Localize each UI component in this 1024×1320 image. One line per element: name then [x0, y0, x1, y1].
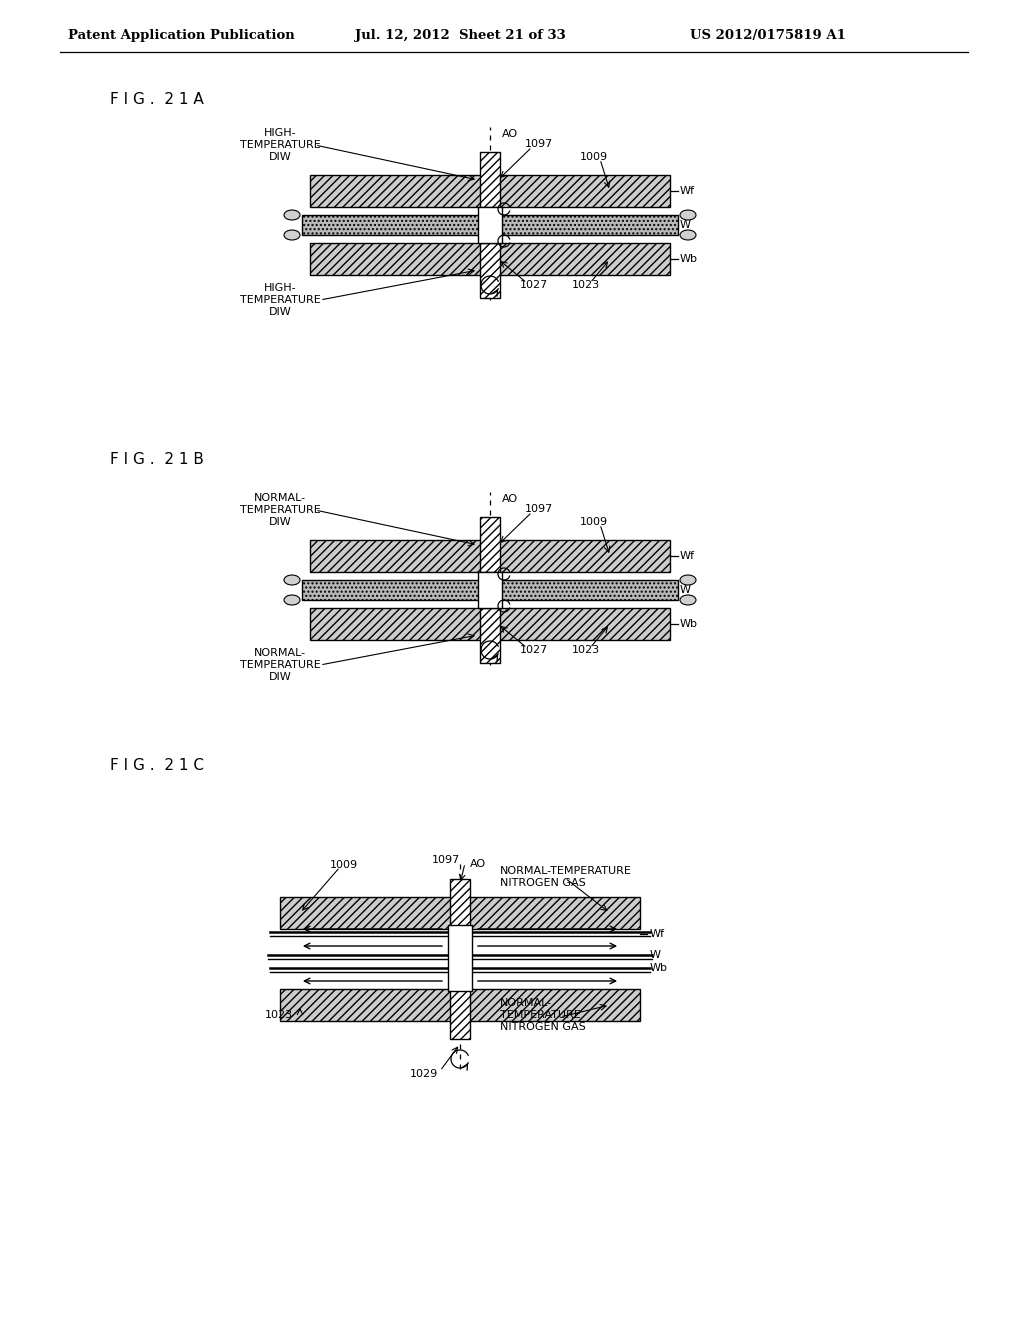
Bar — [310, 176, 670, 207]
Bar — [480, 243, 500, 298]
Text: 1097: 1097 — [525, 504, 553, 513]
Bar — [280, 989, 640, 1020]
Bar — [450, 879, 470, 929]
Ellipse shape — [680, 230, 696, 240]
Bar — [480, 517, 500, 572]
Ellipse shape — [284, 595, 300, 605]
Ellipse shape — [680, 595, 696, 605]
Bar — [310, 540, 670, 572]
Text: Wf: Wf — [650, 929, 665, 939]
Text: Wb: Wb — [680, 253, 698, 264]
Ellipse shape — [284, 230, 300, 240]
Text: F I G .  2 1 C: F I G . 2 1 C — [110, 758, 204, 772]
Text: HIGH-
TEMPERATURE
DIW: HIGH- TEMPERATURE DIW — [240, 282, 321, 317]
Text: 1023: 1023 — [572, 645, 600, 655]
Text: AO: AO — [502, 129, 518, 139]
Ellipse shape — [284, 210, 300, 220]
Ellipse shape — [680, 210, 696, 220]
Text: 1009: 1009 — [580, 517, 608, 527]
Text: HIGH-
TEMPERATURE
DIW: HIGH- TEMPERATURE DIW — [240, 128, 321, 162]
Text: Wf: Wf — [680, 550, 695, 561]
Text: 1009: 1009 — [580, 152, 608, 162]
Text: Jul. 12, 2012  Sheet 21 of 33: Jul. 12, 2012 Sheet 21 of 33 — [355, 29, 565, 41]
Bar — [480, 152, 500, 207]
Text: 1097: 1097 — [432, 855, 460, 865]
Text: 1023: 1023 — [572, 280, 600, 290]
Text: 1023: 1023 — [265, 1010, 293, 1020]
Text: W: W — [680, 220, 691, 230]
Bar — [310, 609, 670, 640]
Bar — [310, 243, 670, 275]
Text: 1027: 1027 — [520, 645, 548, 655]
Text: 1029: 1029 — [410, 1069, 438, 1078]
Bar — [449, 925, 472, 991]
Text: 1027: 1027 — [520, 280, 548, 290]
Text: Wb: Wb — [650, 964, 668, 973]
Text: Patent Application Publication: Patent Application Publication — [68, 29, 295, 41]
Bar — [478, 207, 502, 243]
Bar — [478, 572, 502, 609]
Bar — [302, 215, 678, 235]
Text: Wf: Wf — [680, 186, 695, 195]
Bar — [480, 609, 500, 663]
Ellipse shape — [680, 576, 696, 585]
Text: 1009: 1009 — [330, 861, 358, 870]
Text: W: W — [680, 585, 691, 595]
Text: NORMAL-TEMPERATURE
NITROGEN GAS: NORMAL-TEMPERATURE NITROGEN GAS — [500, 866, 632, 888]
Text: Wb: Wb — [680, 619, 698, 630]
Text: W: W — [650, 950, 662, 960]
Bar — [302, 579, 678, 601]
Text: NORMAL-
TEMPERATURE
DIW: NORMAL- TEMPERATURE DIW — [240, 492, 321, 528]
Text: AO: AO — [502, 494, 518, 504]
Text: AO: AO — [470, 859, 486, 869]
Text: NORMAL-
TEMPERATURE
DIW: NORMAL- TEMPERATURE DIW — [240, 648, 321, 682]
Text: US 2012/0175819 A1: US 2012/0175819 A1 — [690, 29, 846, 41]
Text: 1097: 1097 — [525, 139, 553, 149]
Bar — [450, 989, 470, 1039]
Ellipse shape — [284, 576, 300, 585]
Text: NORMAL-
TEMPERATURE
NITROGEN GAS: NORMAL- TEMPERATURE NITROGEN GAS — [500, 998, 586, 1032]
Text: F I G .  2 1 A: F I G . 2 1 A — [110, 92, 204, 107]
Text: F I G .  2 1 B: F I G . 2 1 B — [110, 453, 204, 467]
Bar — [280, 898, 640, 929]
